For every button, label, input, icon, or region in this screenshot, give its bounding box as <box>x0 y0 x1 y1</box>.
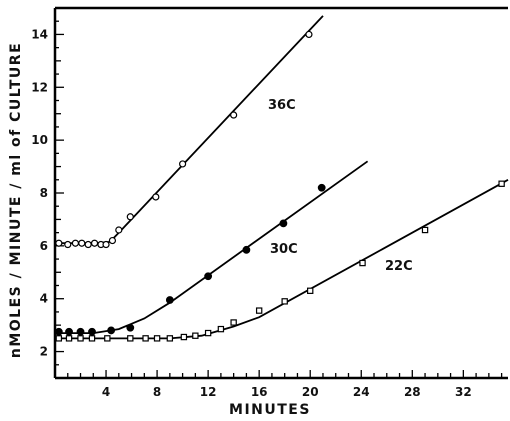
series-label-30c: 30C <box>270 242 298 257</box>
x-tick-label: 24 <box>353 385 370 399</box>
data-point-30c <box>165 296 174 304</box>
data-point-30c <box>76 327 85 336</box>
data-point-22c <box>127 335 134 342</box>
x-tick-label: 20 <box>302 385 319 399</box>
fit-line-36c <box>55 15 324 245</box>
data-point-36c <box>90 239 99 247</box>
data-point-36c <box>78 239 86 247</box>
data-point-30c <box>54 327 63 336</box>
data-point-36c <box>71 239 80 247</box>
fit-line-30c <box>55 160 369 335</box>
y-tick-label: 6 <box>40 239 48 253</box>
data-point-22c <box>65 335 73 342</box>
data-point-30c <box>279 219 288 228</box>
data-point-22c <box>153 335 161 342</box>
data-point-30c <box>242 245 251 254</box>
data-point-30c <box>107 326 116 335</box>
data-point-30c <box>88 327 96 336</box>
data-point-22c <box>166 335 174 342</box>
y-tick-label: 14 <box>31 27 48 41</box>
data-point-36c <box>115 226 123 234</box>
y-tick-label: 8 <box>40 186 48 200</box>
data-point-22c <box>498 180 505 187</box>
data-point-22c <box>88 335 96 342</box>
series-label-36c: 36C <box>268 98 296 113</box>
y-tick-label: 2 <box>40 345 48 359</box>
data-point-22c <box>307 287 314 294</box>
data-point-36c <box>55 239 63 247</box>
x-tick-label: 28 <box>404 385 421 399</box>
y-tick-label: 10 <box>31 133 48 147</box>
x-tick-label: 12 <box>200 385 217 399</box>
x-tick-label: 32 <box>455 385 472 399</box>
data-point-30c <box>317 183 326 192</box>
data-point-30c <box>204 272 213 281</box>
data-point-22c <box>421 226 429 234</box>
data-point-36c <box>126 213 134 221</box>
data-point-30c <box>65 327 73 336</box>
data-point-22c <box>104 335 111 342</box>
data-point-22c <box>180 333 188 341</box>
data-point-36c <box>102 240 110 249</box>
data-point-22c <box>77 335 84 342</box>
data-point-36c <box>179 160 187 168</box>
data-point-22c <box>204 329 212 337</box>
data-point-22c <box>192 332 199 339</box>
x-tick-label: 16 <box>251 385 268 399</box>
data-point-36c <box>230 111 238 119</box>
data-point-36c <box>108 236 117 245</box>
data-point-36c <box>84 240 92 249</box>
data-point-22c <box>55 335 63 342</box>
series-label-22c: 22C <box>385 259 413 274</box>
x-tick-label: 8 <box>153 385 161 399</box>
data-point-22c <box>281 298 288 305</box>
data-point-22c <box>230 319 237 326</box>
data-point-22c <box>359 259 366 267</box>
data-point-30c <box>126 323 135 332</box>
data-point-22c <box>142 335 149 342</box>
data-points <box>54 30 505 342</box>
y-tick-label: 12 <box>31 80 48 94</box>
data-point-22c <box>217 325 225 333</box>
y-tick-label: 4 <box>40 292 48 306</box>
fit-line-22c <box>55 179 509 340</box>
x-axis-title: MINUTES <box>229 402 311 418</box>
data-point-22c <box>255 307 263 314</box>
x-tick-label: 4 <box>102 385 110 399</box>
fit-lines <box>55 15 509 340</box>
y-axis-title: nMOLES / MINUTE / ml of CULTURE <box>8 42 24 358</box>
data-point-36c <box>305 30 313 39</box>
data-point-36c <box>152 193 160 201</box>
data-point-36c <box>64 240 72 249</box>
